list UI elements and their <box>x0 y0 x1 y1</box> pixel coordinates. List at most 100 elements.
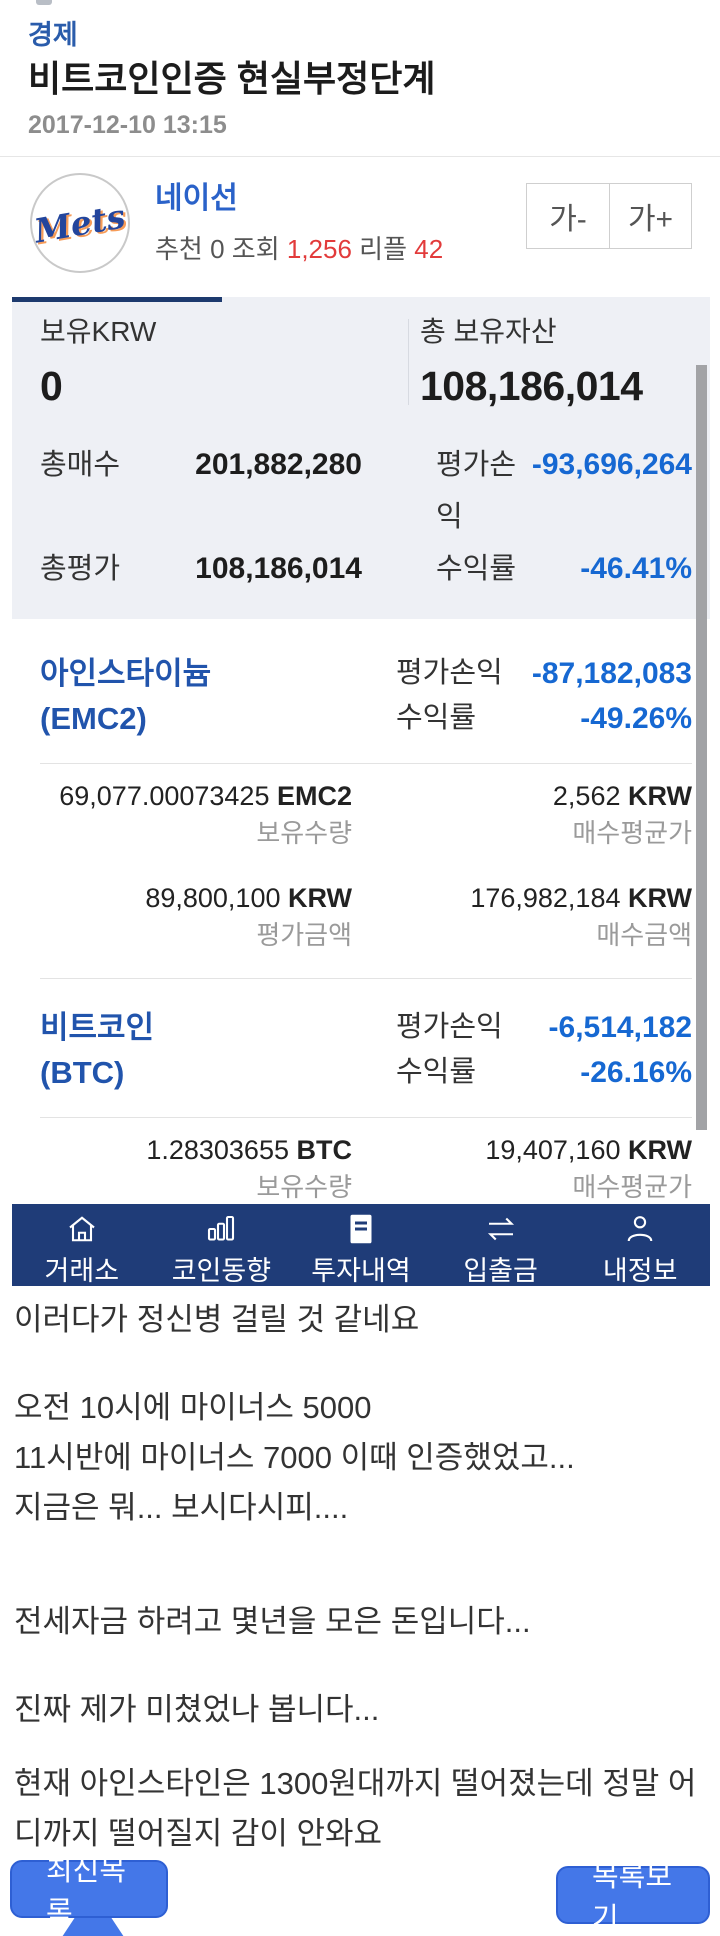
category-link[interactable]: 경제 <box>28 20 78 50</box>
total-assets-label: 총 보유자산 <box>420 316 557 347</box>
font-decrease-button[interactable]: 가- <box>527 184 609 248</box>
person-icon <box>621 1210 659 1248</box>
body-paragraph: 전세자금 하려고 몇년을 모은 돈입니다... <box>14 1604 531 1639</box>
krw-balance-value: 0 <box>40 363 63 409</box>
body-paragraph: 현재 아인스타인은 1300원대까지 떨어졌는데 정말 어디까지 떨어질지 감이… <box>14 1766 697 1851</box>
transfer-arrows-icon <box>482 1210 520 1248</box>
body-paragraph: 11시반에 마이너스 7000 이때 인증했었고... <box>14 1440 575 1475</box>
author-info: 네이선 추천 0 조회 1,256 리플 42 <box>155 171 692 266</box>
views-count: 1,256 <box>286 234 352 264</box>
portfolio-summary-panel: 보유KRW 0 총 보유자산 108,186,014 총매수 201,882,2… <box>12 297 710 619</box>
total-eval-value: 108,186,014 <box>195 552 362 585</box>
author-row: Mets 네이선 추천 0 조회 1,256 리플 42 가- 가+ <box>0 157 720 285</box>
nav-item-deposit-withdraw: 입출금 <box>431 1204 571 1286</box>
nav-item-investments-active: 투자내역 <box>291 1204 431 1286</box>
krw-balance-label: 보유KRW <box>40 316 157 347</box>
post-title: 비트코인인증 현실부정단계 <box>28 58 436 99</box>
view-list-button[interactable]: 목록보기 <box>556 1861 710 1935</box>
coin-ror-label: 수익률 <box>396 1056 477 1088</box>
total-assets-value: 108,186,014 <box>420 363 643 409</box>
views-label: 조회 <box>231 234 280 264</box>
avg-price-unit: KRW <box>628 1135 692 1165</box>
coin-divider <box>40 763 692 764</box>
coin-name: 비트코인 <box>40 1010 155 1045</box>
holding-unit: BTC <box>296 1135 353 1165</box>
nav-label: 내정보 <box>602 1256 678 1286</box>
coin-pl-label: 평가손익 <box>396 1011 503 1043</box>
pl-label: 평가손익 <box>436 449 517 533</box>
total-buy-value: 201,882,280 <box>195 448 362 481</box>
font-increase-button[interactable]: 가+ <box>609 184 691 248</box>
avg-price-unit: KRW <box>628 781 692 811</box>
pl-value: -93,696,264 <box>531 448 692 481</box>
embedded-app-screenshot: 보유KRW 0 총 보유자산 108,186,014 총매수 201,882,2… <box>12 297 710 1286</box>
nav-item-coin-trends: 코인동향 <box>152 1204 292 1286</box>
cost-amount: 176,982,184 <box>470 883 621 913</box>
coin-ticker: (EMC2) <box>40 701 147 736</box>
cost-amount-label: 매수금액 <box>596 920 692 950</box>
recommend-label: 추천 <box>155 234 203 264</box>
holding-amount: 69,077.00073425 <box>59 781 270 811</box>
post-stats: 추천 0 조회 1,256 리플 42 <box>155 229 692 266</box>
nav-label: 거래소 <box>44 1256 120 1286</box>
body-paragraph: 진짜 제가 미쳤었나 봅니다... <box>14 1692 380 1727</box>
coin-block-emc2: 아인스타이늄 (EMC2) 평가손익 -87,182,083 수익률 -49.2… <box>12 619 710 979</box>
eval-amount: 89,800,100 <box>145 883 281 913</box>
latest-list-button-tail <box>60 1918 126 1936</box>
body-paragraph: 지금은 뭐... 보시다시피.... <box>14 1490 349 1525</box>
holding-label: 보유수량 <box>256 1172 352 1202</box>
coin-ror-label: 수익률 <box>396 702 477 734</box>
author-username[interactable]: 네이선 <box>155 182 238 215</box>
cost-amount-unit: KRW <box>628 883 692 913</box>
active-tab-indicator <box>12 297 222 302</box>
block-divider <box>40 978 692 979</box>
font-size-controls: 가- 가+ <box>526 183 692 249</box>
holding-amount: 1.28303655 <box>146 1135 289 1165</box>
header-divider <box>0 156 720 157</box>
post-header: 경제 비트코인인증 현실부정단계 2017-12-10 13:15 <box>0 0 720 142</box>
avg-price-label: 매수평균가 <box>572 1172 692 1202</box>
eval-amount-unit: KRW <box>288 883 352 913</box>
nav-item-my-info: 내정보 <box>570 1204 710 1286</box>
avatar[interactable]: Mets <box>30 173 130 273</box>
total-buy-label: 총매수 <box>40 449 121 481</box>
avg-price-label: 매수평균가 <box>572 818 692 848</box>
nav-label: 입출금 <box>463 1256 538 1286</box>
ror-label: 수익률 <box>436 553 517 585</box>
top-edge-mark <box>36 0 52 5</box>
latest-list-label: 최신목록 <box>46 1855 127 1929</box>
bar-chart-icon <box>202 1210 240 1248</box>
holding-label: 보유수량 <box>256 818 352 848</box>
coin-divider <box>40 1117 692 1118</box>
total-eval-label: 총평가 <box>40 553 121 585</box>
nav-label: 코인동향 <box>171 1256 272 1286</box>
coin-ror-value: -26.16% <box>580 1056 692 1089</box>
coin-pl-value: -6,514,182 <box>548 1011 692 1044</box>
avg-price: 2,562 <box>552 781 621 811</box>
body-paragraph: 오전 10시에 마이너스 5000 <box>14 1390 372 1425</box>
coin-name: 아인스타이늄 <box>40 656 212 691</box>
eval-amount-label: 평가금액 <box>256 920 352 950</box>
nav-label: 투자내역 <box>311 1256 411 1286</box>
avatar-mets-logo: Mets <box>31 195 129 251</box>
app-bottom-nav: 거래소 코인동향 투자내역 <box>12 1204 710 1286</box>
home-icon <box>63 1210 101 1248</box>
coin-block-btc: 비트코인 (BTC) 평가손익 -6,514,182 수익률 -26.16% <box>12 979 710 1204</box>
replies-label: 리플 <box>359 234 408 264</box>
coin-pl-value: -87,182,083 <box>531 657 692 690</box>
view-list-label: 목록보기 <box>592 1861 673 1935</box>
replies-count: 42 <box>414 234 444 264</box>
holding-unit: EMC2 <box>276 781 352 811</box>
latest-list-button[interactable]: 최신목록 <box>10 1855 168 1936</box>
avg-price: 19,407,160 <box>485 1135 621 1165</box>
document-icon <box>342 1210 380 1248</box>
coin-ror-value: -49.26% <box>580 702 692 735</box>
summary-divider <box>408 319 409 405</box>
recommend-count: 0 <box>210 234 225 264</box>
body-paragraph: 이러다가 정신병 걸릴 것 같네요 <box>14 1302 420 1337</box>
coin-pl-label: 평가손익 <box>396 657 503 689</box>
post-body: 이러다가 정신병 걸릴 것 같네요 오전 10시에 마이너스 5000 11시반… <box>0 1239 720 1859</box>
nav-item-exchange: 거래소 <box>12 1204 152 1286</box>
ror-value: -46.41% <box>580 552 692 585</box>
